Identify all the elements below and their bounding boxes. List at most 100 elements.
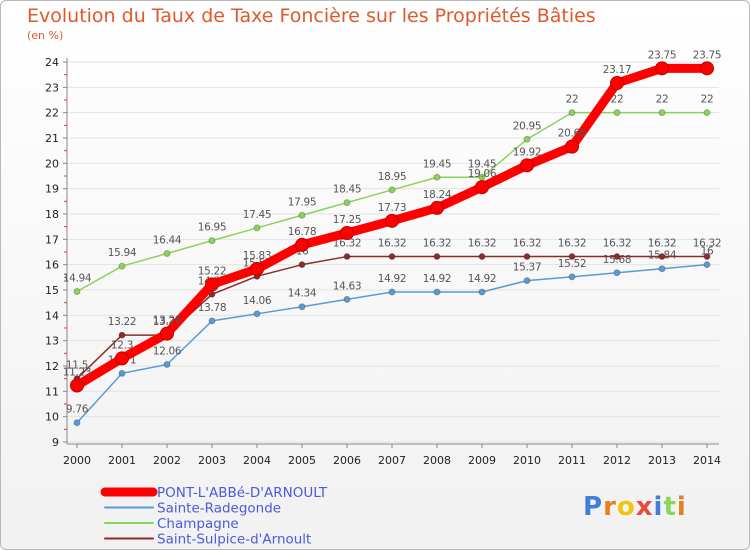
data-point xyxy=(343,295,351,303)
data-point xyxy=(658,253,666,261)
data-point xyxy=(568,253,576,261)
data-point xyxy=(475,180,489,195)
data-point xyxy=(613,109,621,117)
data-label: 23.75 xyxy=(693,49,722,61)
x-tick-label: 2009 xyxy=(468,454,496,467)
data-point xyxy=(388,288,396,296)
data-point xyxy=(658,109,666,117)
logo-letter: i xyxy=(653,492,664,522)
data-label: 16.32 xyxy=(693,238,722,250)
data-label: 15.83 xyxy=(243,250,272,262)
x-tick-label: 2004 xyxy=(243,454,271,467)
data-point xyxy=(703,253,711,261)
data-label: 16.32 xyxy=(333,238,362,250)
proxiti-logo[interactable]: Proxiti xyxy=(583,492,687,522)
y-axis: 9 10 11 12 13 14 15 16 17 18 19 20 21 22 23 24 xyxy=(45,56,67,449)
data-label: 17.73 xyxy=(378,202,407,214)
data-label: 12.3 xyxy=(111,339,133,351)
x-tick-label: 2005 xyxy=(288,454,316,467)
data-point xyxy=(388,253,396,261)
x-tick-label: 2007 xyxy=(378,454,406,467)
data-point xyxy=(433,253,441,261)
logo-letter: o xyxy=(616,492,636,522)
y-tick-label: 10 xyxy=(45,411,59,424)
data-label: 23.17 xyxy=(603,64,632,76)
data-point xyxy=(613,253,621,261)
data-point xyxy=(208,317,216,325)
data-label: 16.78 xyxy=(288,226,317,238)
data-point xyxy=(343,199,351,207)
data-label: 18.95 xyxy=(378,171,407,183)
y-tick-label: 16 xyxy=(45,259,59,272)
data-label: 12.06 xyxy=(153,345,182,357)
data-point xyxy=(298,303,306,311)
legend-label: PONT-L'ABBé-D'ARNOULT xyxy=(157,485,328,501)
data-point xyxy=(430,200,444,215)
data-label: 17.45 xyxy=(243,209,272,221)
data-label: 11.5 xyxy=(66,360,88,372)
data-label: 16.32 xyxy=(378,238,407,250)
data-point xyxy=(118,331,126,339)
data-label: 16.95 xyxy=(198,222,227,234)
data-label: 17.95 xyxy=(288,196,317,208)
x-tick-label: 2001 xyxy=(108,454,136,467)
data-label: 19.45 xyxy=(468,158,497,170)
data-point xyxy=(478,288,486,296)
data-point xyxy=(433,288,441,296)
chart-title: Evolution du Taux de Taxe Foncière sur l… xyxy=(27,5,596,27)
data-point xyxy=(700,61,714,76)
legend-label: Saint-Sulpice-d'Arnoult xyxy=(157,532,311,548)
data-label: 16.32 xyxy=(648,238,677,250)
logo-letter: x xyxy=(635,492,654,522)
data-label: 14.94 xyxy=(63,273,92,285)
data-label: 16.32 xyxy=(603,238,632,250)
y-tick-label: 12 xyxy=(45,360,59,373)
legend-label: Sainte-Radegonde xyxy=(157,501,281,517)
data-label: 18.45 xyxy=(333,184,362,196)
data-point xyxy=(250,261,264,276)
data-label: 16.32 xyxy=(558,238,587,250)
data-point xyxy=(253,224,261,232)
x-tick-label: 2013 xyxy=(648,454,676,467)
data-label: 22 xyxy=(611,94,624,106)
y-tick-label: 23 xyxy=(45,81,59,94)
y-tick-label: 19 xyxy=(45,183,59,196)
y-tick-label: 24 xyxy=(45,56,59,69)
data-point xyxy=(340,226,354,240)
data-label: 14.63 xyxy=(333,280,362,292)
data-point xyxy=(478,253,486,261)
data-label: 22 xyxy=(566,94,579,106)
data-label: 14.92 xyxy=(378,273,407,285)
series-line xyxy=(76,263,708,424)
data-label: 20.66 xyxy=(558,128,587,140)
x-tick-label: 2002 xyxy=(153,454,181,467)
data-point xyxy=(118,369,126,377)
data-point xyxy=(523,135,531,143)
data-point xyxy=(205,277,219,292)
data-label: 16.32 xyxy=(513,238,542,250)
data-point xyxy=(73,288,81,296)
data-point xyxy=(523,277,531,285)
data-label: 13.22 xyxy=(108,316,137,328)
data-point xyxy=(70,378,84,393)
y-tick-label: 17 xyxy=(45,233,59,246)
legend: PONT-L'ABBé-D'ARNOULTSainte-RadegondeCha… xyxy=(100,485,328,548)
data-point xyxy=(703,261,711,269)
data-point xyxy=(73,419,81,427)
data-point xyxy=(253,310,261,318)
data-point xyxy=(115,351,129,366)
series-pont-l-abb-d-arnoult: 11.2312.313.2815.2215.8316.7817.2517.731… xyxy=(63,49,722,393)
data-point xyxy=(610,76,624,91)
data-point xyxy=(568,273,576,281)
data-point xyxy=(295,237,309,252)
x-tick-label: 2006 xyxy=(333,454,361,467)
data-label: 14.92 xyxy=(468,273,497,285)
x-tick-label: 2003 xyxy=(198,454,226,467)
series-champagne: 14.94 15.94 16.44 16.95 17.45 17.95 18.45 18.95… xyxy=(63,94,714,296)
data-point xyxy=(298,261,306,269)
x-tick-label: 2000 xyxy=(63,454,91,467)
x-tick-label: 2014 xyxy=(693,454,721,467)
data-label: 16.44 xyxy=(153,235,182,247)
